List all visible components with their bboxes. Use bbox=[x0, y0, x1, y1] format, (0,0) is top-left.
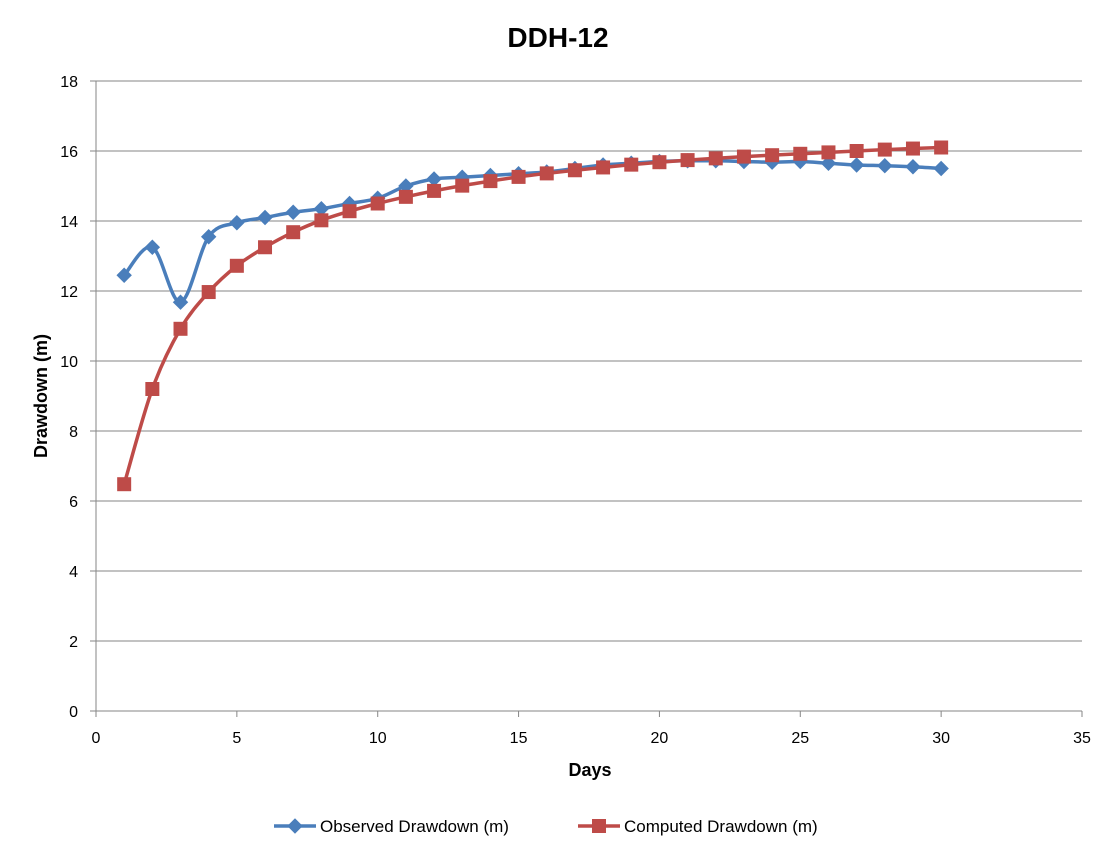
data-point bbox=[229, 258, 244, 273]
data-point bbox=[116, 267, 132, 283]
legend: Observed Drawdown (m) Computed Drawdown (… bbox=[274, 817, 818, 836]
data-point bbox=[877, 142, 892, 157]
data-point bbox=[934, 140, 949, 155]
x-tick-labels: 0 5 10 15 20 25 30 35 bbox=[92, 730, 1091, 747]
legend-item: Computed Drawdown (m) bbox=[578, 817, 818, 836]
y-tick-label: 18 bbox=[60, 74, 78, 91]
data-point bbox=[596, 160, 611, 175]
y-tick-label: 14 bbox=[60, 214, 78, 231]
data-point bbox=[342, 204, 357, 219]
axes bbox=[90, 80, 1083, 717]
data-point bbox=[286, 225, 301, 240]
y-axis-title: Drawdown (m) bbox=[31, 334, 51, 458]
chart-title: DDH-12 bbox=[507, 22, 608, 53]
x-tick-label: 0 bbox=[92, 730, 101, 747]
data-point bbox=[229, 215, 245, 231]
data-point bbox=[173, 321, 188, 336]
y-tick-label: 10 bbox=[60, 354, 78, 371]
x-axis-title: Days bbox=[568, 760, 611, 780]
data-point bbox=[765, 148, 780, 163]
data-point bbox=[455, 178, 470, 193]
data-point bbox=[200, 229, 217, 245]
series-computed bbox=[117, 140, 949, 492]
data-point bbox=[848, 157, 865, 173]
data-point bbox=[849, 144, 864, 158]
data-point bbox=[172, 294, 189, 310]
data-point bbox=[708, 151, 723, 166]
data-point bbox=[793, 146, 808, 161]
data-point bbox=[877, 157, 893, 174]
x-tick-label: 15 bbox=[510, 730, 528, 747]
x-tick-label: 25 bbox=[791, 730, 809, 747]
data-point bbox=[680, 153, 695, 168]
data-point bbox=[257, 209, 273, 226]
legend-item: Observed Drawdown (m) bbox=[274, 817, 509, 836]
legend-label: Computed Drawdown (m) bbox=[624, 817, 818, 836]
x-tick-label: 5 bbox=[232, 730, 241, 747]
data-point bbox=[144, 239, 161, 255]
y-tick-label: 16 bbox=[60, 144, 78, 161]
data-point bbox=[398, 189, 413, 204]
data-point bbox=[539, 166, 554, 181]
series-line bbox=[122, 158, 942, 304]
series-line bbox=[122, 145, 942, 485]
series-layer bbox=[116, 140, 949, 492]
data-point bbox=[933, 160, 949, 177]
data-point bbox=[821, 145, 836, 160]
x-tick-label: 35 bbox=[1073, 730, 1091, 747]
data-point bbox=[427, 183, 442, 198]
y-tick-label: 4 bbox=[69, 564, 78, 581]
data-point bbox=[285, 204, 301, 220]
data-point bbox=[652, 155, 667, 170]
data-point bbox=[736, 149, 751, 164]
gridlines bbox=[96, 80, 1082, 642]
data-point bbox=[905, 141, 920, 156]
y-tick-label: 6 bbox=[69, 494, 78, 511]
data-point bbox=[201, 285, 216, 300]
data-point bbox=[511, 169, 526, 184]
legend-marker bbox=[592, 819, 606, 833]
y-tick-label: 12 bbox=[60, 284, 78, 301]
data-point bbox=[370, 196, 385, 211]
data-point bbox=[567, 163, 582, 178]
data-point bbox=[905, 159, 921, 175]
x-tick-label: 20 bbox=[651, 730, 669, 747]
data-point bbox=[483, 174, 498, 189]
data-point bbox=[820, 155, 837, 171]
x-tick-label: 30 bbox=[932, 730, 950, 747]
series-observed bbox=[116, 153, 949, 310]
data-point bbox=[258, 240, 273, 255]
data-point bbox=[624, 157, 639, 172]
y-tick-label: 2 bbox=[69, 634, 78, 651]
data-point bbox=[314, 213, 329, 228]
y-tick-labels: 0 2 4 6 8 10 12 14 16 18 bbox=[60, 74, 78, 721]
y-tick-label: 8 bbox=[69, 424, 78, 441]
data-point bbox=[145, 382, 160, 396]
legend-marker bbox=[287, 818, 303, 834]
legend-label: Observed Drawdown (m) bbox=[320, 817, 509, 836]
data-point bbox=[117, 477, 132, 492]
y-tick-label: 0 bbox=[69, 704, 78, 721]
x-tick-label: 10 bbox=[369, 730, 387, 747]
